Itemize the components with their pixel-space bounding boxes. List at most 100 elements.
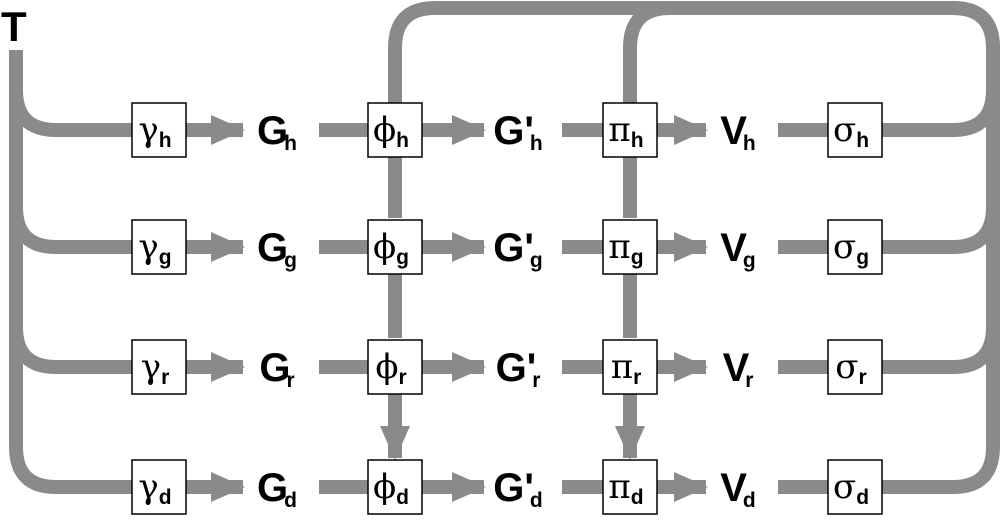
- phi-r-label: ϕr: [375, 347, 406, 389]
- g-r-subscript: r: [286, 369, 294, 392]
- pi-r-box: [602, 339, 658, 395]
- pi-g-label: πg: [608, 227, 643, 269]
- return-branch-1: [882, 48, 1000, 254]
- g-d-symbol: G: [257, 466, 288, 510]
- g-d-node: Gd: [257, 466, 297, 512]
- v-h-symbol: V: [720, 109, 747, 153]
- v-r-subscript: r: [745, 369, 753, 392]
- g-h-node: Gh: [257, 109, 297, 155]
- gamma-h-box: [131, 102, 187, 158]
- gamma-h-symbol: γ: [138, 110, 158, 150]
- phi-g-subscript: g: [396, 246, 409, 269]
- v-g-symbol: V: [720, 226, 747, 270]
- sigma-h-label: σh: [833, 110, 869, 152]
- sigma-r-box: [827, 339, 883, 395]
- feedback-loop-phi: [388, 1, 1000, 103]
- trunk-branch-0: [9, 50, 132, 137]
- v-r-node: Vr: [723, 346, 754, 392]
- v-h-node: Vh: [720, 109, 756, 155]
- v-d-node: Vd: [720, 466, 756, 512]
- phi-g-symbol: ϕ: [373, 227, 396, 267]
- sigma-d-label: σd: [833, 467, 869, 509]
- gamma-d-box: [131, 459, 187, 515]
- gamma-d-label: γd: [138, 467, 171, 509]
- sigma-g-subscript: g: [856, 246, 869, 269]
- g-g-subscript: g: [284, 249, 297, 272]
- return-branch-0: [882, 48, 1000, 137]
- g-r-node: Gr: [259, 346, 294, 392]
- g-g-symbol: G: [257, 226, 288, 270]
- phi-r-box: [367, 339, 423, 395]
- gamma-g-box: [131, 219, 187, 275]
- phi-d-box: [367, 459, 423, 515]
- sigma-g-box: [827, 219, 883, 275]
- phi-d-symbol: ϕ: [373, 467, 396, 507]
- trunk-branch-1: [9, 50, 132, 254]
- pi-h-symbol: π: [608, 110, 630, 150]
- phi-d-subscript: d: [396, 486, 409, 509]
- gamma-g-symbol: γ: [138, 227, 158, 267]
- phi-r-subscript: r: [399, 366, 407, 389]
- gamma-r-subscript: r: [161, 366, 169, 389]
- v-d-symbol: V: [720, 466, 747, 510]
- pi-d-symbol: π: [608, 467, 630, 507]
- gprime-d-symbol: G': [493, 466, 534, 510]
- phi-g-label: ϕg: [373, 227, 409, 269]
- v-g-subscript: g: [743, 249, 756, 272]
- gprime-r-symbol: G': [496, 346, 537, 390]
- pi-g-subscript: g: [631, 246, 644, 269]
- v-d-subscript: d: [743, 489, 756, 512]
- phi-d-label: ϕd: [373, 467, 409, 509]
- g-h-subscript: h: [284, 132, 297, 155]
- gamma-g-subscript: g: [159, 246, 172, 269]
- sigma-h-subscript: h: [856, 129, 869, 152]
- phi-h-subscript: h: [396, 129, 409, 152]
- gprime-g-node: G'g: [493, 226, 542, 272]
- gamma-h-label: γh: [138, 110, 171, 152]
- gprime-g-subscript: g: [530, 249, 543, 272]
- pi-r-subscript: r: [633, 366, 641, 389]
- phi-h-label: ϕh: [373, 110, 409, 152]
- g-h-symbol: G: [257, 109, 288, 153]
- root-node-t: T: [1, 3, 27, 50]
- return-branch-2: [882, 48, 1000, 374]
- return-branch-3: [882, 48, 1000, 494]
- sigma-r-subscript: r: [859, 366, 867, 389]
- pi-g-symbol: π: [608, 227, 630, 267]
- sigma-d-symbol: σ: [833, 467, 856, 507]
- gamma-d-symbol: γ: [138, 467, 158, 507]
- sigma-d-box: [827, 459, 883, 515]
- gamma-g-label: γg: [138, 227, 171, 269]
- trunk-branch-2: [9, 50, 132, 374]
- pi-h-subscript: h: [631, 129, 644, 152]
- gamma-h-subscript: h: [159, 129, 172, 152]
- g-r-symbol: G: [259, 346, 290, 390]
- phi-h-box: [367, 102, 423, 158]
- gamma-d-subscript: d: [159, 486, 172, 509]
- phi-g-box: [367, 219, 423, 275]
- feedback-loop-pi: [623, 1, 1000, 103]
- sigma-r-symbol: σ: [835, 347, 858, 387]
- gamma-r-label: γr: [141, 347, 170, 389]
- pi-r-symbol: π: [611, 347, 633, 387]
- g-d-subscript: d: [284, 489, 297, 512]
- gamma-r-box: [131, 339, 187, 395]
- gprime-r-subscript: r: [532, 369, 540, 392]
- pi-d-label: πd: [608, 467, 643, 509]
- sigma-d-subscript: d: [856, 486, 869, 509]
- connectors: [9, 1, 1000, 502]
- pi-d-box: [602, 459, 658, 515]
- gprime-h-node: G'h: [493, 109, 542, 155]
- g-g-node: Gg: [257, 226, 297, 272]
- pi-h-label: πh: [608, 110, 643, 152]
- gprime-d-node: G'd: [493, 466, 542, 512]
- pi-r-label: πr: [611, 347, 642, 389]
- phi-r-symbol: ϕ: [375, 347, 398, 387]
- gprime-h-symbol: G': [493, 109, 534, 153]
- sigma-g-label: σg: [833, 227, 869, 269]
- trunk-branch-3: [9, 50, 132, 494]
- gprime-r-node: G'r: [496, 346, 541, 392]
- gprime-h-subscript: h: [530, 132, 543, 155]
